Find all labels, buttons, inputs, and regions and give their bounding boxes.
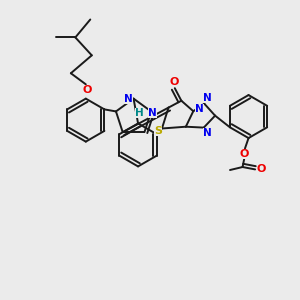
- Text: N: N: [203, 128, 212, 138]
- Text: O: O: [239, 149, 249, 159]
- Text: O: O: [82, 85, 92, 95]
- Text: N: N: [148, 108, 157, 118]
- Text: N: N: [124, 94, 133, 104]
- Text: H: H: [135, 108, 143, 118]
- Text: O: O: [169, 76, 179, 87]
- Text: S: S: [154, 126, 162, 136]
- Text: N: N: [196, 104, 204, 114]
- Text: N: N: [203, 93, 212, 103]
- Text: O: O: [257, 164, 266, 174]
